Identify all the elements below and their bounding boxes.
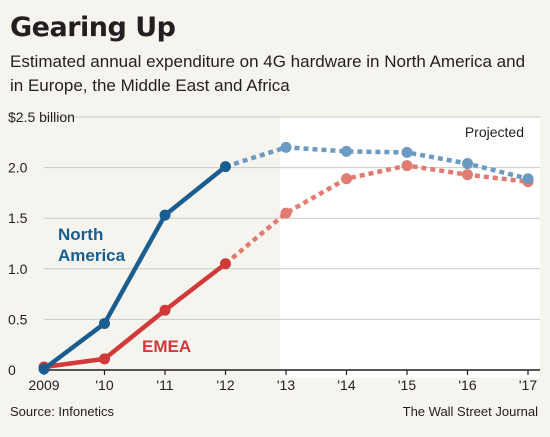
x-axis: 2009 '10 '11 '12 '13 '14 '15 '16 '17 <box>28 369 540 393</box>
north-america-data-point <box>341 145 352 157</box>
x-tick-label: '16 <box>458 377 476 393</box>
y-tick-label: 0 <box>8 362 16 378</box>
series-labels: EMEA North America <box>58 225 191 356</box>
north-america-projected-line <box>224 145 529 181</box>
publication-credit: The Wall Street Journal <box>402 404 538 419</box>
chart-subtitle: Estimated annual expenditure on 4G hardw… <box>10 52 526 95</box>
source-note: Source: Infonetics <box>10 404 115 419</box>
north-america-data-point <box>159 209 171 221</box>
emea-data-point <box>280 207 292 219</box>
north-america-data-point <box>280 141 292 153</box>
x-tick-label: '15 <box>398 377 416 393</box>
north-america-actual-line <box>42 164 227 371</box>
emea-data-point <box>220 258 231 270</box>
north-america-series-label: North America <box>58 225 126 265</box>
x-tick-label: '13 <box>277 377 295 393</box>
series-layer <box>38 141 534 375</box>
north-america-data-point <box>462 158 473 170</box>
emea-data-point <box>401 160 413 172</box>
x-tick-label: '11 <box>156 377 173 393</box>
emea-series-label: EMEA <box>142 337 191 356</box>
north-america-series <box>38 141 534 375</box>
x-tick-label: '14 <box>337 377 355 393</box>
x-tick-label: '12 <box>216 377 234 393</box>
north-america-data-point <box>401 146 413 158</box>
y-tick-label: 0.5 <box>8 311 28 327</box>
y-tick-label: 1.0 <box>8 261 28 277</box>
gridlines <box>44 116 540 320</box>
emea-actual-line <box>43 261 227 370</box>
north-america-data-point <box>38 363 50 375</box>
y-axis-tick-labels: 0 0.5 1.0 1.5 2.0 $2.5 billion <box>8 109 75 378</box>
emea-projected-line <box>224 163 529 266</box>
north-america-data-point <box>220 161 231 173</box>
north-america-data-point <box>99 317 110 329</box>
emea-data-point <box>99 353 110 365</box>
emea-data-point <box>462 169 473 181</box>
projected-region-background <box>279 117 540 378</box>
x-tick-label: '10 <box>95 377 113 393</box>
y-tick-label: 2.0 <box>8 160 28 176</box>
emea-data-point <box>159 304 171 316</box>
projected-label: Projected <box>465 124 524 140</box>
y-tick-label: 1.5 <box>8 210 28 226</box>
emea-data-point <box>341 173 352 185</box>
x-tick-label: 2009 <box>28 377 59 393</box>
chart-title: Gearing Up <box>10 12 176 43</box>
y-tick-label: $2.5 billion <box>8 109 75 125</box>
north-america-data-point <box>522 173 534 185</box>
x-tick-label: '17 <box>519 377 537 393</box>
